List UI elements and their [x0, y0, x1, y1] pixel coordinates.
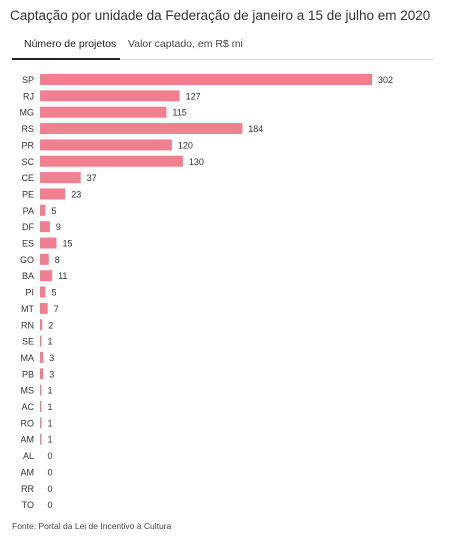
category-label: PE [22, 189, 34, 199]
category-label: RO [21, 418, 35, 428]
category-label: PI [25, 288, 34, 298]
value-label: 1 [48, 418, 53, 428]
bar [40, 90, 180, 102]
bar [40, 253, 49, 265]
bar [40, 319, 43, 331]
value-label: 8 [55, 255, 60, 265]
chart-title: Captação por unidade da Federação de jan… [10, 8, 431, 23]
value-label: 7 [54, 304, 59, 314]
value-label: 184 [248, 124, 263, 134]
category-label: AL [23, 451, 34, 461]
value-label: 1 [48, 402, 53, 412]
tab-divider [12, 59, 434, 60]
value-label: 120 [178, 140, 193, 150]
value-label: 2 [48, 320, 53, 330]
bar [40, 401, 42, 412]
bar [40, 368, 44, 380]
category-label: MG [20, 108, 35, 118]
bar [40, 270, 53, 282]
value-label: 5 [51, 288, 56, 298]
active-tab-indicator [12, 58, 120, 60]
category-label: AC [21, 402, 34, 412]
value-label: 1 [48, 435, 53, 445]
tab-numero-de-projetos[interactable]: Número de projetos [24, 38, 117, 50]
bar [40, 204, 46, 216]
category-label: PR [21, 140, 34, 150]
bar [40, 351, 44, 363]
category-label: MA [21, 353, 35, 363]
bar [40, 188, 66, 200]
value-label: 11 [58, 271, 67, 281]
category-label: DF [22, 222, 34, 232]
bar [40, 335, 42, 347]
category-label: PB [22, 369, 34, 379]
value-label: 130 [189, 157, 204, 167]
category-label: RS [21, 124, 34, 134]
value-label: 115 [172, 108, 186, 118]
category-label: ES [22, 239, 34, 249]
value-label: 302 [378, 75, 393, 85]
tab-bar: Número de projetos Valor captado, em R$ … [12, 36, 434, 60]
value-label: 0 [48, 467, 53, 477]
category-label: AM [21, 435, 35, 445]
bar [40, 384, 42, 396]
category-label: SP [22, 75, 34, 85]
category-label: PA [23, 206, 34, 216]
value-label: 3 [49, 369, 54, 379]
category-label: GO [20, 255, 34, 265]
value-label: 15 [62, 239, 72, 249]
value-label: 9 [56, 222, 61, 232]
bar [40, 172, 81, 184]
value-label: 1 [48, 337, 53, 347]
category-label: MT [21, 304, 34, 314]
value-label: 37 [87, 173, 97, 183]
value-label: 1 [48, 386, 53, 396]
category-label: RN [21, 320, 34, 330]
category-label: SE [22, 337, 34, 347]
bar [40, 139, 172, 151]
category-label: TO [22, 500, 34, 510]
category-label: RJ [23, 91, 34, 101]
bar [40, 74, 372, 85]
bar [40, 106, 167, 118]
value-label: 127 [186, 91, 201, 101]
tab-valor-captado[interactable]: Valor captado, em R$ mi [128, 38, 243, 50]
bar [40, 433, 42, 445]
category-label: CE [21, 173, 34, 183]
source-note: Fonte: Portal da Lei de Incentivo à Cult… [12, 521, 172, 531]
bar [40, 286, 46, 298]
bar [40, 302, 48, 314]
bar [40, 221, 50, 233]
bar [40, 237, 57, 249]
category-label: RR [21, 484, 34, 494]
category-label: SC [21, 157, 34, 167]
value-label: 0 [48, 500, 53, 510]
value-label: 3 [49, 353, 54, 363]
value-label: 5 [51, 206, 56, 216]
value-label: 23 [71, 189, 81, 199]
value-label: 0 [48, 451, 53, 461]
bar [40, 417, 42, 429]
category-label: BA [22, 271, 34, 281]
category-label: MS [21, 386, 35, 396]
category-label: AM [21, 467, 35, 477]
value-label: 0 [48, 484, 53, 494]
bar [40, 155, 183, 167]
bar [40, 123, 243, 135]
